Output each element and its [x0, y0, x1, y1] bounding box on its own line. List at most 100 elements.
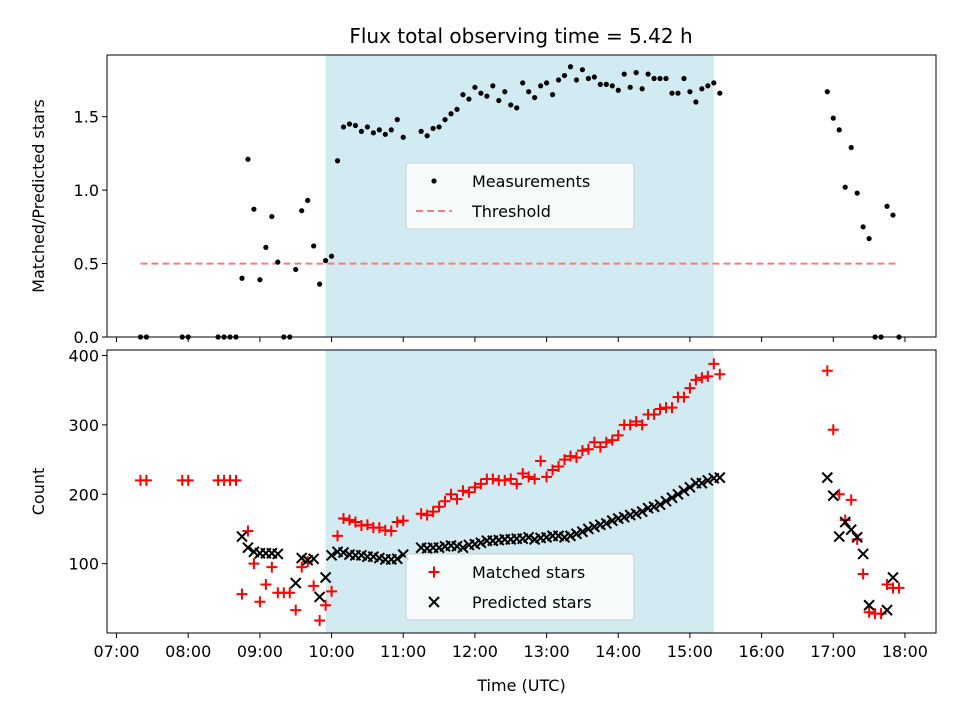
data-point	[612, 429, 624, 441]
data-point	[887, 571, 899, 584]
data-point	[666, 402, 678, 414]
data-point	[606, 434, 618, 446]
data-point	[257, 277, 263, 283]
x-tick-label: 10:00	[309, 642, 355, 661]
data-point	[821, 365, 833, 377]
data-point	[529, 473, 541, 485]
legend-box	[405, 162, 635, 230]
data-point	[334, 158, 341, 164]
series-measurements	[137, 64, 902, 340]
data-point	[484, 93, 490, 99]
data-point	[663, 75, 669, 82]
data-point	[627, 84, 633, 90]
data-point	[597, 81, 603, 87]
legend-label: Threshold	[471, 202, 551, 221]
data-point	[239, 275, 245, 281]
data-point	[630, 415, 642, 427]
data-point	[582, 443, 594, 455]
data-point	[290, 577, 302, 589]
data-point	[254, 596, 266, 608]
data-point	[385, 525, 397, 537]
data-point	[397, 515, 409, 527]
data-point	[890, 212, 896, 218]
data-point	[576, 445, 588, 457]
data-point	[654, 403, 666, 415]
data-point	[242, 541, 254, 554]
data-point	[236, 588, 248, 600]
legend-label: Matched stars	[472, 563, 585, 582]
data-point	[499, 474, 511, 486]
data-point	[514, 105, 520, 111]
data-point	[520, 80, 526, 86]
data-point	[573, 77, 580, 83]
data-point	[352, 122, 359, 129]
data-point	[636, 419, 648, 431]
data-point	[866, 235, 872, 242]
legend-label: Predicted stars	[472, 593, 592, 612]
x-tick-label: 08:00	[165, 642, 211, 661]
data-point	[311, 243, 317, 249]
data-point	[463, 486, 475, 498]
data-point	[839, 516, 851, 528]
data-point	[621, 71, 627, 77]
plot-frame	[106, 349, 937, 634]
data-point	[415, 508, 427, 520]
data-point	[427, 506, 439, 518]
y-axis-label: Count	[29, 468, 48, 516]
x-tick-label: 12:00	[452, 642, 498, 661]
data-point	[523, 471, 535, 483]
data-point	[260, 578, 272, 590]
data-point	[263, 244, 269, 251]
x-tick-label: 16:00	[739, 642, 785, 661]
data-point	[448, 111, 454, 117]
data-point	[639, 86, 645, 92]
data-point	[851, 533, 863, 545]
data-point	[325, 549, 338, 562]
data-point	[672, 488, 684, 500]
y-axis-label: Matched/Predicted stars	[29, 99, 48, 293]
data-point	[681, 75, 687, 82]
data-point	[340, 124, 347, 130]
data-point	[466, 96, 472, 102]
data-point	[624, 419, 636, 431]
data-point	[633, 70, 639, 76]
data-point	[848, 144, 854, 151]
x-tick-label: 14:00	[595, 642, 641, 661]
data-point	[648, 409, 660, 421]
data-point	[320, 599, 332, 611]
data-point	[717, 90, 723, 96]
data-point	[490, 83, 496, 89]
data-point	[854, 190, 860, 196]
data-point	[824, 89, 830, 95]
data-point	[332, 530, 344, 542]
y-tick-label: 200	[68, 485, 99, 504]
data-point	[863, 599, 875, 611]
data-point	[567, 64, 574, 70]
legend: Measurements Threshold	[405, 162, 635, 230]
data-point	[678, 485, 690, 497]
data-point	[460, 92, 466, 98]
data-point	[576, 526, 589, 538]
data-point	[317, 281, 323, 287]
data-point	[830, 115, 836, 121]
data-point	[555, 77, 562, 83]
y-tick-label: 0.0	[74, 328, 99, 347]
data-point	[436, 124, 442, 130]
legend-box	[405, 553, 635, 621]
data-point	[588, 436, 600, 448]
data-point	[696, 372, 708, 384]
y-tick-label: 1.0	[74, 181, 99, 200]
data-point	[245, 156, 251, 162]
data-point	[675, 90, 681, 96]
data-point	[857, 548, 869, 560]
data-point	[313, 591, 326, 603]
legend-swatch	[428, 596, 440, 608]
x-tick-label: 09:00	[237, 642, 283, 661]
data-point	[603, 81, 609, 87]
y-tick-label: 300	[68, 416, 99, 435]
data-point	[526, 89, 532, 95]
plot-frame	[106, 54, 937, 338]
data-point	[388, 127, 394, 133]
data-point	[699, 86, 705, 92]
data-point	[338, 513, 350, 525]
